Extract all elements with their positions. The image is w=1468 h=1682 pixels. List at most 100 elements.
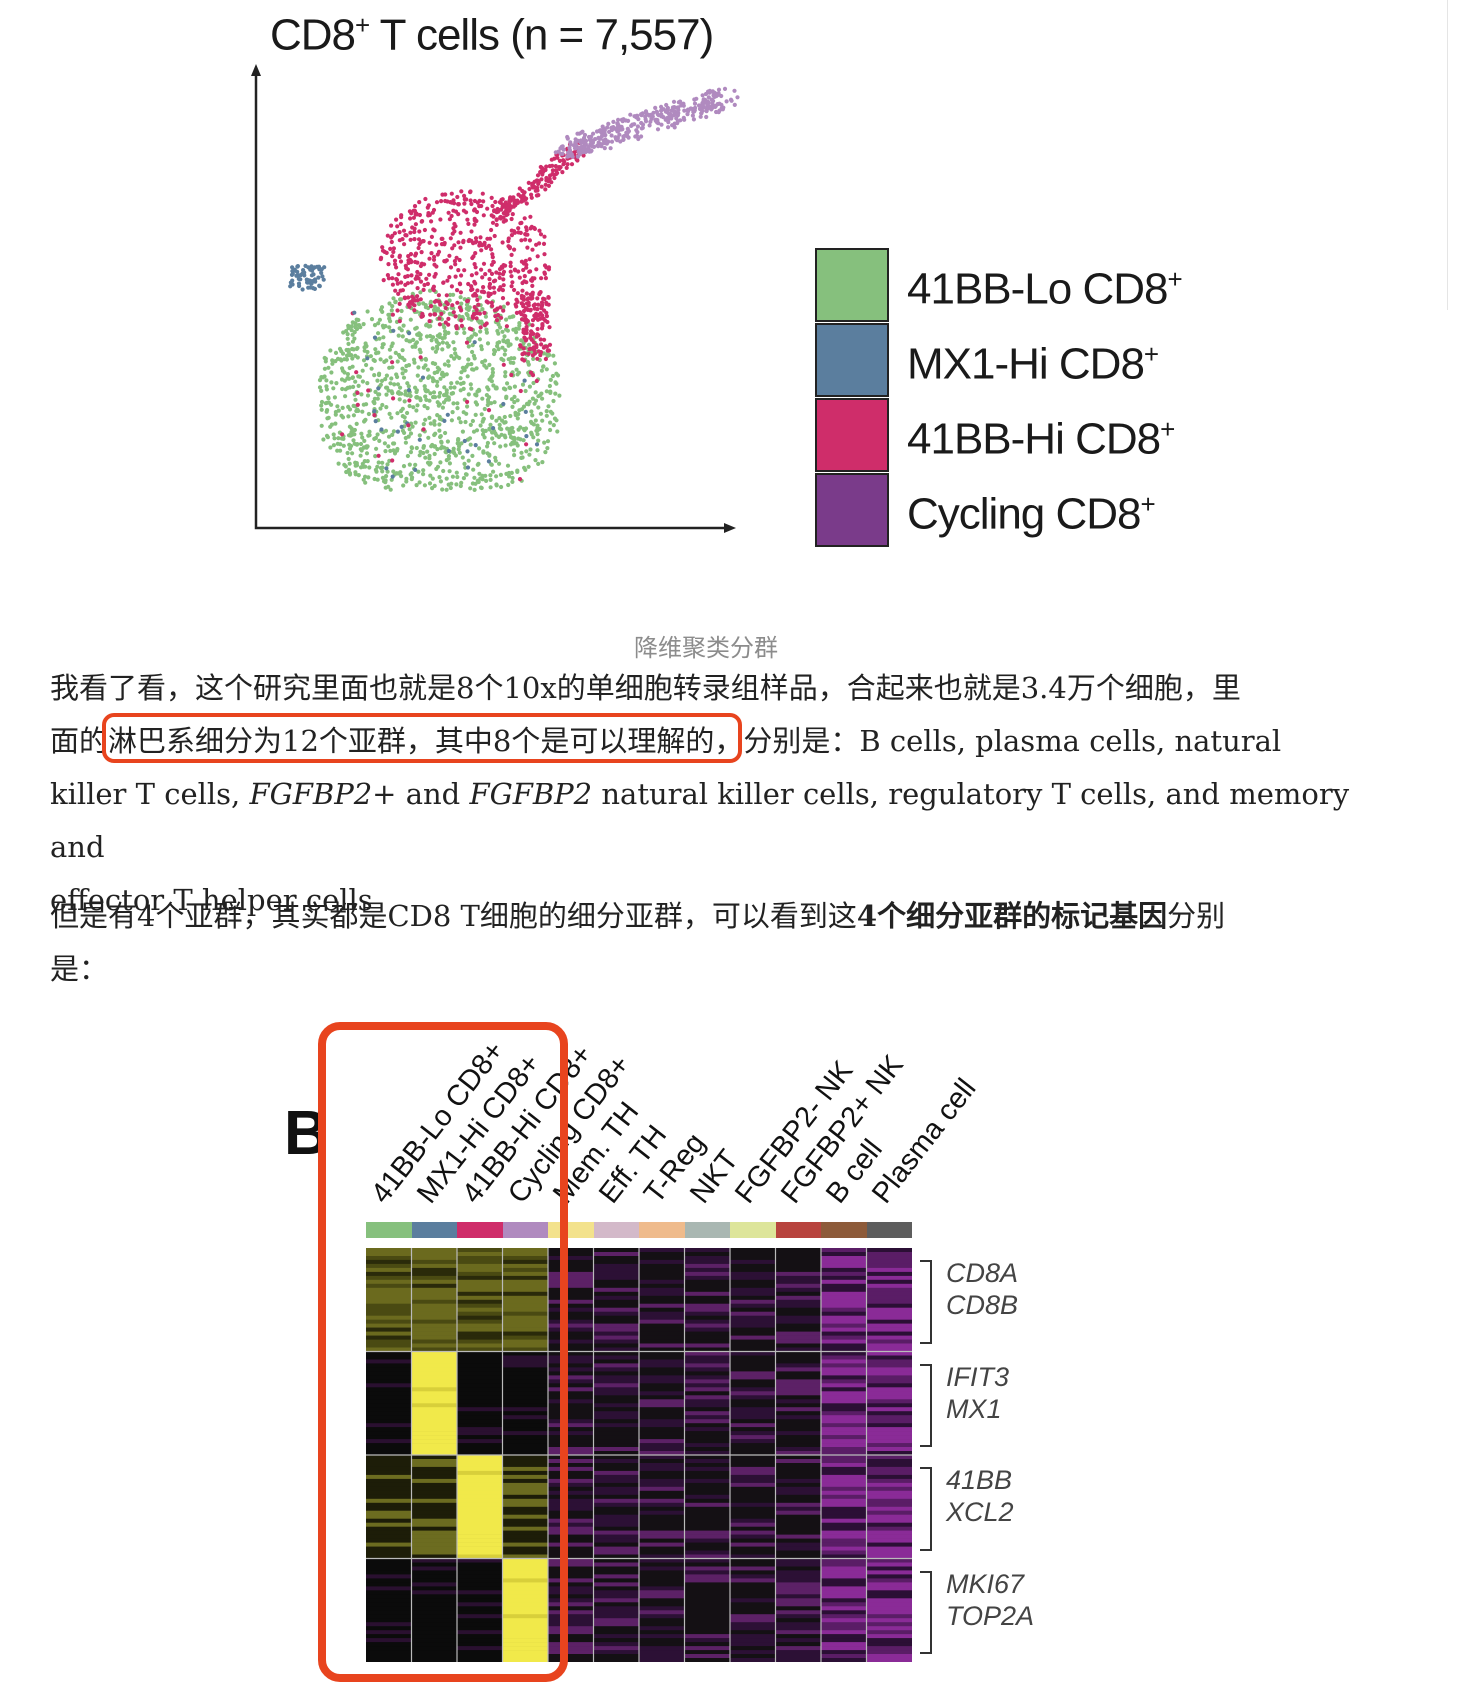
umap-point	[399, 328, 404, 333]
umap-point	[465, 217, 470, 222]
umap-point	[500, 345, 505, 350]
umap-point	[732, 102, 737, 107]
heatmap-cell	[775, 1363, 821, 1368]
heatmap-cell	[502, 1439, 548, 1444]
heatmap-cell	[639, 1331, 685, 1336]
heatmap-cell	[866, 1602, 912, 1607]
heatmap-cell	[366, 1578, 412, 1583]
heatmap-cell	[775, 1279, 821, 1285]
heatmap-cell	[411, 1570, 457, 1575]
heatmap-cell	[593, 1478, 639, 1484]
heatmap-cell	[548, 1443, 594, 1448]
umap-point	[431, 227, 436, 232]
umap-point	[385, 462, 390, 467]
heatmap-cell	[457, 1283, 503, 1289]
umap-point	[297, 283, 302, 289]
heatmap-cell	[639, 1279, 685, 1285]
heatmap-cell	[639, 1646, 685, 1651]
heatmap-cell	[366, 1582, 412, 1587]
heatmap-cell	[639, 1530, 685, 1535]
umap-point	[536, 193, 541, 198]
heatmap-cell	[866, 1339, 912, 1344]
heatmap-cell	[775, 1614, 821, 1619]
umap-point	[417, 480, 422, 485]
heatmap-cell	[775, 1439, 821, 1444]
umap-point	[419, 219, 424, 224]
heatmap-cell	[775, 1259, 821, 1265]
umap-point	[501, 308, 506, 313]
heatmap-cell	[775, 1562, 821, 1567]
heatmap-cell	[366, 1466, 412, 1472]
umap-point	[552, 175, 557, 181]
heatmap-cell	[821, 1375, 867, 1380]
umap-point	[484, 393, 489, 398]
umap-point	[711, 103, 716, 108]
umap-point	[472, 218, 477, 223]
heatmap-cell	[548, 1423, 594, 1428]
umap-point	[332, 395, 337, 400]
heatmap-cell	[457, 1634, 503, 1639]
umap-point	[325, 416, 330, 421]
umap-point	[331, 386, 336, 391]
umap-point	[523, 426, 529, 431]
heatmap-cell	[639, 1542, 685, 1547]
paragraph-1: 我看了看，这个研究里面也就是8个10x的单细胞转录组样品，合起来也就是3.4万个…	[50, 662, 1360, 927]
umap-point	[480, 243, 485, 248]
umap-point	[518, 221, 523, 226]
umap-point	[716, 87, 722, 92]
heatmap-cell	[457, 1387, 503, 1392]
heatmap-cell	[593, 1634, 639, 1639]
heatmap-cell	[639, 1642, 685, 1647]
heatmap-cell	[593, 1383, 639, 1388]
heatmap-cell	[366, 1259, 412, 1265]
heatmap-cell	[639, 1518, 685, 1523]
heatmap-cell	[502, 1275, 548, 1281]
heatmap-cell	[775, 1383, 821, 1388]
heatmap-cell	[684, 1331, 730, 1336]
heatmap-cell	[775, 1542, 821, 1547]
heatmap-cell	[775, 1570, 821, 1575]
umap-point	[431, 307, 437, 313]
umap-point	[387, 301, 392, 306]
umap-point	[501, 283, 506, 288]
heatmap-cell	[639, 1283, 685, 1289]
heatmap-cell	[775, 1463, 821, 1468]
umap-point	[704, 106, 709, 112]
umap-point	[557, 158, 562, 163]
umap-point	[319, 399, 325, 405]
heatmap-cell	[548, 1267, 594, 1273]
umap-point	[471, 293, 476, 298]
heatmap-cell	[411, 1319, 457, 1324]
heatmap-cell	[684, 1283, 730, 1289]
umap-point	[432, 304, 437, 309]
umap-point	[416, 365, 421, 370]
scrollbar[interactable]	[1447, 0, 1468, 310]
heatmap-cell	[366, 1490, 412, 1496]
umap-point	[653, 105, 658, 110]
umap-point	[390, 458, 395, 463]
heatmap-cell	[366, 1558, 412, 1563]
heatmap-cell	[457, 1586, 503, 1591]
heatmap-cell	[866, 1459, 912, 1464]
heatmap-cell	[775, 1626, 821, 1631]
umap-point	[417, 331, 422, 336]
umap-point	[459, 189, 464, 194]
heatmap-cell	[411, 1407, 457, 1412]
heatmap-cell	[502, 1526, 548, 1531]
umap-point	[295, 264, 300, 269]
heatmap-cell	[684, 1614, 730, 1619]
umap-point	[460, 365, 465, 370]
umap-point	[402, 399, 407, 404]
umap-point	[377, 317, 382, 322]
heatmap-cell	[684, 1486, 730, 1492]
heatmap-cell	[866, 1562, 912, 1567]
umap-point	[527, 238, 532, 243]
umap-point	[450, 410, 455, 415]
umap-point	[561, 158, 566, 163]
heatmap-cell	[593, 1359, 639, 1364]
heatmap-cell	[548, 1252, 594, 1257]
umap-point	[399, 424, 404, 429]
umap-point	[389, 344, 394, 349]
umap-point	[390, 276, 395, 281]
heatmap-cell	[411, 1463, 457, 1468]
